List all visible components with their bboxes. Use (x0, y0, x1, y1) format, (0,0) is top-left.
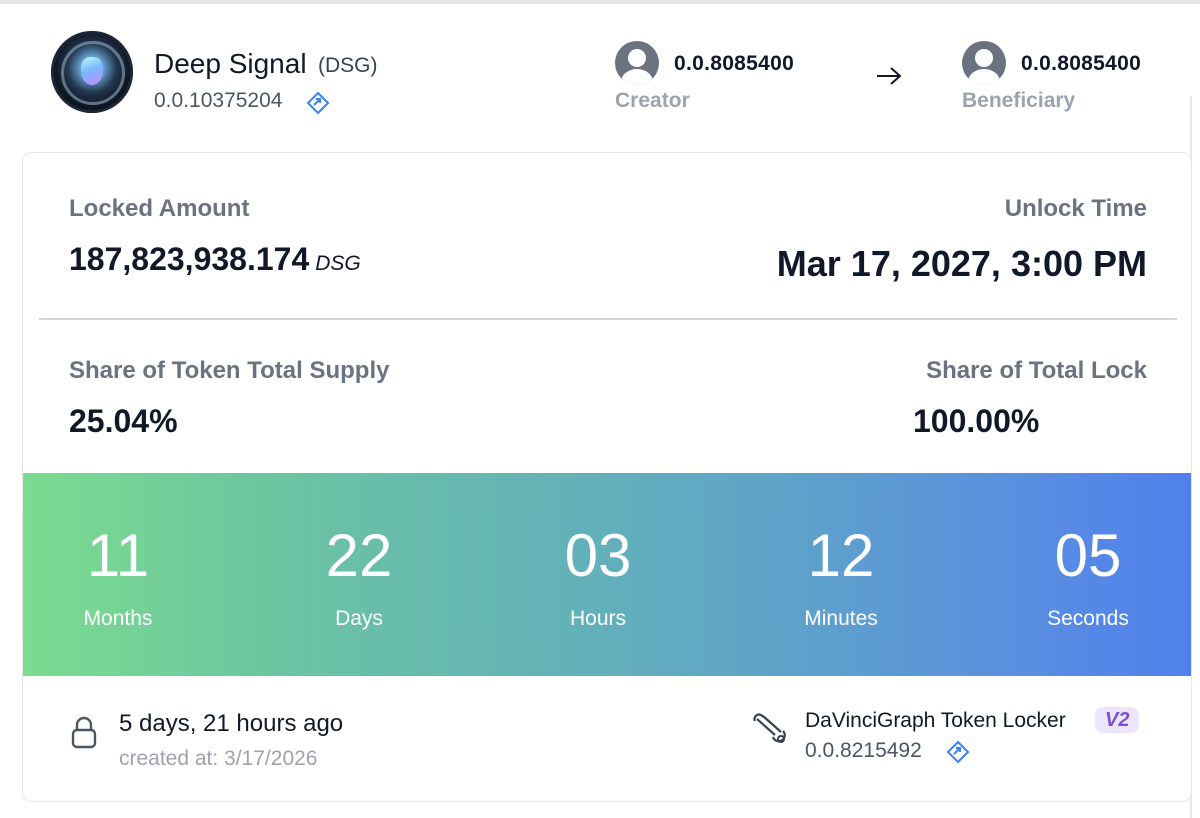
unlock-countdown: 11 Months 22 Days 03 Hours 12 Minutes 05… (23, 473, 1191, 676)
countdown-days: 22 Days (242, 473, 476, 676)
created-relative-time: 5 days, 21 hours ago (119, 710, 344, 737)
locker-name[interactable]: DaVinciGraph Token Locker (805, 709, 1066, 732)
version-badge: V2 (1095, 707, 1140, 733)
avatar-body (621, 69, 653, 85)
creator-avatar-icon[interactable] (615, 41, 659, 85)
contract-scroll-icon (753, 713, 786, 743)
countdown-unit: Days (335, 607, 383, 630)
window-top-edge (0, 0, 1200, 4)
locker-contract-id[interactable]: 0.0.8215492 (805, 739, 922, 762)
unlock-time-label: Unlock Time (1004, 195, 1147, 222)
countdown-seconds: 05 Seconds (971, 473, 1191, 676)
countdown-value: 03 (564, 522, 632, 589)
lock-share-label: Share of Total Lock (926, 357, 1147, 384)
avatar-head (975, 49, 993, 67)
token-name[interactable]: Deep Signal (154, 48, 307, 79)
avatar-head (628, 49, 646, 67)
external-link-icon[interactable] (305, 90, 331, 116)
unlock-time-value: Mar 17, 2027, 3:00 PM (776, 243, 1147, 284)
lock-header: Deep Signal (DSG) 0.0.10375204 0.0.80854… (0, 4, 1200, 152)
lock-share-value: 100.00% (913, 403, 1040, 439)
token-logo-icon[interactable] (51, 31, 133, 113)
token-logo-ring (61, 41, 125, 105)
token-id[interactable]: 0.0.10375204 (154, 89, 283, 112)
countdown-unit: Months (83, 607, 153, 630)
creator-label: Creator (615, 89, 690, 112)
creator-account[interactable]: 0.0.8085400 (674, 52, 795, 75)
token-logo-core (81, 57, 103, 85)
lock-details-card: Locked Amount 187,823,938.174 DSG Unlock … (22, 152, 1192, 802)
countdown-hours: 03 Hours (481, 473, 715, 676)
countdown-value: 11 (86, 522, 150, 589)
locked-amount-value: 187,823,938.174 DSG (69, 241, 361, 278)
beneficiary-avatar-icon[interactable] (962, 41, 1006, 85)
divider (39, 318, 1177, 320)
supply-share-label: Share of Token Total Supply (69, 357, 390, 384)
created-at-date: created at: 3/17/2026 (119, 747, 318, 770)
locked-amount-unit: DSG (315, 252, 361, 275)
beneficiary-account[interactable]: 0.0.8085400 (1021, 52, 1142, 75)
avatar-body (968, 69, 1000, 85)
countdown-unit: Seconds (1047, 607, 1129, 630)
token-symbol: (DSG) (318, 54, 378, 77)
countdown-unit: Hours (569, 607, 627, 630)
locked-amount-label: Locked Amount (69, 195, 250, 222)
external-link-icon[interactable] (945, 739, 971, 765)
countdown-value: 22 (325, 522, 393, 589)
supply-share-value: 25.04% (69, 403, 178, 439)
countdown-minutes: 12 Minutes (724, 473, 958, 676)
beneficiary-label: Beneficiary (962, 89, 1076, 112)
countdown-months: 11 Months (23, 473, 257, 676)
locked-amount-number: 187,823,938.174 (69, 241, 310, 277)
lock-icon (71, 716, 97, 749)
countdown-unit: Minutes (804, 607, 878, 630)
countdown-value: 12 (807, 522, 875, 589)
countdown-value: 05 (1054, 522, 1122, 589)
arrow-right-icon (877, 67, 902, 85)
